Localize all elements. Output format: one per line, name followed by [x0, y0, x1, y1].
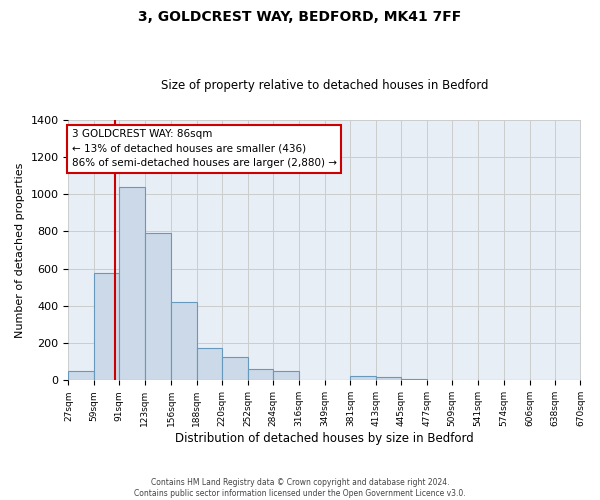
Bar: [145, 233, 171, 380]
Bar: [376, 377, 401, 380]
Text: 3, GOLDCREST WAY, BEDFORD, MK41 7FF: 3, GOLDCREST WAY, BEDFORD, MK41 7FF: [139, 10, 461, 24]
Bar: [119, 186, 145, 380]
Bar: [273, 371, 299, 380]
Bar: [248, 369, 273, 380]
Bar: [94, 273, 119, 380]
Title: Size of property relative to detached houses in Bedford: Size of property relative to detached ho…: [161, 79, 488, 92]
X-axis label: Distribution of detached houses by size in Bedford: Distribution of detached houses by size …: [175, 432, 474, 445]
Bar: [68, 371, 94, 380]
Bar: [350, 376, 376, 380]
Text: 3 GOLDCREST WAY: 86sqm
← 13% of detached houses are smaller (436)
86% of semi-de: 3 GOLDCREST WAY: 86sqm ← 13% of detached…: [71, 129, 337, 168]
Bar: [222, 357, 248, 380]
Bar: [197, 348, 222, 380]
Text: Contains HM Land Registry data © Crown copyright and database right 2024.
Contai: Contains HM Land Registry data © Crown c…: [134, 478, 466, 498]
Bar: [171, 302, 197, 380]
Y-axis label: Number of detached properties: Number of detached properties: [15, 162, 25, 338]
